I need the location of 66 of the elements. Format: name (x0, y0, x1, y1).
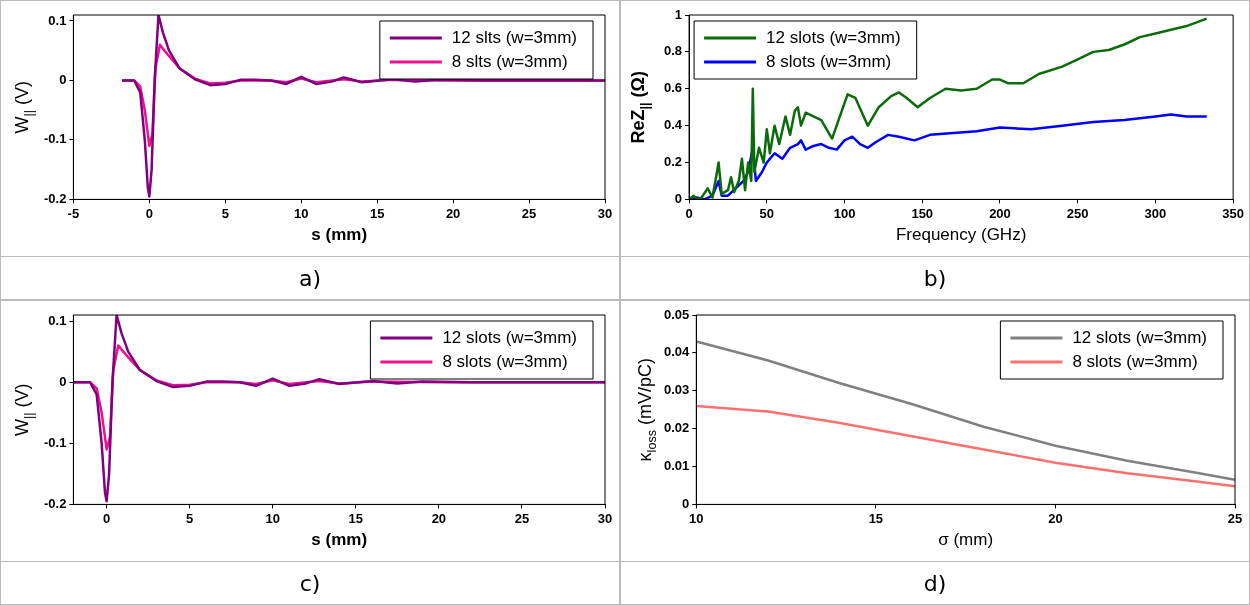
y-tick-label: -0.2 (43, 495, 67, 511)
x-tick-label: 20 (445, 205, 461, 221)
x-tick-label: 350 (1222, 205, 1245, 221)
x-tick-label: 300 (1144, 205, 1167, 221)
text: b) (621, 256, 1249, 299)
x-tick-label: 10 (293, 205, 309, 221)
x-tick-label: 30 (597, 510, 613, 526)
legend-label: 12 slts (w=3mm) (451, 27, 578, 47)
x-tick-label: 200 (989, 205, 1011, 221)
text: d) (621, 561, 1249, 604)
legend-label: 8 slots (w=3mm) (766, 51, 892, 71)
legend-label: 8 slots (w=3mm) (1072, 351, 1198, 371)
x-tick-label: 15 (348, 510, 364, 526)
x-axis-title: s (mm) (311, 225, 368, 245)
y-tick-label: 0.04 (663, 344, 691, 360)
y-tick-label: 0 (682, 495, 690, 511)
x-tick-label: 10 (265, 510, 280, 526)
legend-label: 12 slots (w=3mm) (766, 27, 901, 47)
y-tick-label: 0.4 (663, 117, 683, 133)
x-axis-title: σ (mm) (938, 530, 994, 550)
y-tick-label: -0.2 (43, 190, 67, 206)
legend-label: 12 slots (w=3mm) (442, 327, 578, 347)
y-tick-label: 0.8 (663, 43, 683, 59)
y-tick-label: 0.02 (663, 420, 690, 436)
x-tick-label: 15 (369, 205, 385, 221)
y-axis-title: W|| (V) (12, 80, 37, 134)
y-tick-label: 0.03 (663, 382, 690, 398)
y-tick-label: -0.1 (43, 434, 67, 450)
x-tick-label: 50 (759, 205, 775, 221)
text: c) (1, 561, 619, 604)
y-tick-label: 1 (674, 6, 683, 22)
x-tick-label: 15 (868, 510, 884, 526)
x-tick-label: 25 (514, 510, 530, 526)
y-tick-label: 0.1 (48, 312, 67, 328)
legend-label: 8 slts (w=3mm) (451, 51, 568, 71)
x-axis-title: s (mm) (311, 530, 368, 550)
x-tick-label: 20 (431, 510, 447, 526)
legend-label: 12 slots (w=3mm) (1072, 327, 1208, 347)
y-tick-label: 0.05 (663, 306, 690, 322)
x-axis-title: Frequency (GHz) (895, 225, 1027, 245)
x-tick-label: 150 (911, 205, 934, 221)
y-tick-label: 0 (674, 190, 683, 206)
x-tick-label: 5 (221, 205, 229, 221)
x-tick-label: 0 (103, 510, 111, 526)
y-tick-label: 0.01 (663, 458, 690, 474)
y-axis-title: κloss (mV/pC) (635, 358, 660, 462)
y-tick-label: 0.6 (663, 80, 683, 96)
x-tick-label: -5 (67, 205, 80, 221)
x-tick-label: 20 (1048, 510, 1063, 526)
y-tick-label: 0.1 (48, 12, 67, 28)
y-tick-label: -0.1 (43, 131, 67, 147)
y-axis-title: ReZ|| (Ω) (628, 70, 652, 144)
x-tick-label: 25 (1227, 510, 1243, 526)
y-tick-label: 0.2 (663, 154, 683, 170)
x-tick-label: 30 (597, 205, 613, 221)
x-tick-label: 100 (833, 205, 856, 221)
y-tick-label: 0 (59, 373, 67, 389)
y-axis-title: W|| (V) (12, 383, 37, 436)
x-tick-label: 25 (521, 205, 537, 221)
x-tick-label: 250 (1066, 205, 1089, 221)
y-tick-label: 0 (59, 72, 67, 88)
x-tick-label: 10 (689, 510, 704, 526)
legend-label: 8 slots (w=3mm) (442, 351, 568, 371)
x-tick-label: 5 (186, 510, 194, 526)
text: a) (1, 256, 619, 299)
x-tick-label: 0 (145, 205, 153, 221)
